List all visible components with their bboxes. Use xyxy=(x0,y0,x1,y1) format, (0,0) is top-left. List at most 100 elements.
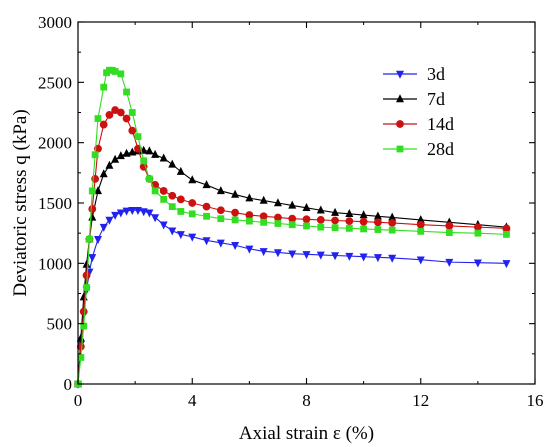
plot-layer xyxy=(74,66,511,389)
data-point-28d xyxy=(317,223,325,231)
data-point-14d xyxy=(288,214,297,223)
x-tick-label: 12 xyxy=(412,391,429,410)
data-point-28d xyxy=(445,229,453,236)
data-point-3d xyxy=(202,237,211,246)
data-point-28d xyxy=(374,226,382,233)
x-tick-label: 8 xyxy=(302,391,311,410)
data-point-28d xyxy=(417,227,425,235)
data-point-28d xyxy=(111,68,119,75)
data-point-28d xyxy=(260,218,268,226)
data-point-14d xyxy=(374,218,382,227)
data-point-3d xyxy=(231,242,240,251)
x-axis-title: Axial strain ε (%) xyxy=(239,423,374,444)
data-point-3d xyxy=(445,258,454,267)
data-point-3d xyxy=(176,231,185,240)
data-point-7d xyxy=(273,198,282,207)
data-point-28d xyxy=(123,88,130,96)
data-point-28d xyxy=(345,224,353,232)
data-point-28d xyxy=(160,195,168,203)
data-point-28d xyxy=(388,226,396,234)
data-point-7d xyxy=(188,175,197,184)
x-tick-label: 0 xyxy=(74,391,83,410)
data-point-14d xyxy=(274,213,282,222)
data-point-3d xyxy=(151,214,160,223)
data-point-28d xyxy=(288,221,296,229)
x-tick-label: 16 xyxy=(527,391,544,410)
data-point-7d xyxy=(82,259,91,268)
data-point-14d xyxy=(76,342,85,351)
data-point-7d xyxy=(116,151,125,160)
data-point-7d xyxy=(122,148,131,157)
data-point-3d xyxy=(502,260,511,269)
data-point-7d xyxy=(111,154,120,163)
data-point-3d xyxy=(331,252,340,261)
legend-marker xyxy=(396,70,404,79)
data-point-28d xyxy=(360,225,368,233)
data-point-14d xyxy=(259,212,268,221)
data-point-3d xyxy=(345,252,354,261)
data-point-7d xyxy=(168,159,177,168)
y-tick-label: 0 xyxy=(64,375,73,394)
data-point-7d xyxy=(359,210,368,219)
data-point-14d xyxy=(82,271,91,280)
data-point-28d xyxy=(146,175,153,183)
data-point-7d xyxy=(145,146,154,155)
data-point-3d xyxy=(416,256,425,265)
series-28d xyxy=(74,66,510,388)
data-point-28d xyxy=(128,109,136,116)
data-point-14d xyxy=(176,195,185,204)
data-point-14d xyxy=(331,216,339,225)
data-point-3d xyxy=(359,253,368,262)
y-tick-label: 1000 xyxy=(38,254,72,273)
data-point-28d xyxy=(151,187,159,195)
x-tick-label: 4 xyxy=(188,391,197,410)
y-tick-label: 1500 xyxy=(38,194,72,213)
data-point-14d xyxy=(99,120,108,129)
data-point-7d xyxy=(316,205,325,214)
data-point-28d xyxy=(94,115,102,122)
data-point-7d xyxy=(331,207,340,216)
data-point-3d xyxy=(473,259,482,268)
data-point-14d xyxy=(88,205,97,213)
data-point-3d xyxy=(88,254,97,263)
legend-label: 14d xyxy=(427,114,454,134)
data-point-7d xyxy=(176,166,185,175)
data-point-14d xyxy=(159,187,168,195)
data-point-28d xyxy=(245,217,253,225)
data-point-14d xyxy=(134,144,142,153)
data-point-3d xyxy=(259,248,268,257)
data-point-28d xyxy=(217,215,225,223)
data-point-3d xyxy=(139,208,148,217)
data-point-14d xyxy=(128,126,137,135)
y-axis-title: Deviatoric stress q (kPa) xyxy=(10,109,31,296)
data-point-3d xyxy=(188,233,197,242)
series-line-3d xyxy=(77,209,507,385)
data-point-7d xyxy=(128,147,137,156)
data-point-7d xyxy=(216,186,225,195)
data-point-3d xyxy=(273,249,282,258)
data-point-3d xyxy=(111,211,120,220)
data-point-28d xyxy=(168,203,176,211)
y-tick-label: 2500 xyxy=(38,73,72,92)
data-point-14d xyxy=(445,222,454,230)
data-point-7d xyxy=(245,193,254,202)
data-point-3d xyxy=(133,207,142,216)
legend-item-7d: 7d xyxy=(383,89,445,109)
data-point-14d xyxy=(231,208,239,217)
data-point-14d xyxy=(245,211,254,219)
data-point-28d xyxy=(117,70,125,78)
y-tick-label: 2000 xyxy=(38,134,72,153)
axis-layer: 0 4 8 12 16 0 500 1000 1500 2000 2500 3000 Axial str… xyxy=(10,13,544,444)
series-line-7d xyxy=(77,149,507,385)
legend-label: 7d xyxy=(427,89,445,109)
data-point-3d xyxy=(316,251,325,260)
data-point-28d xyxy=(83,284,90,291)
series-7d xyxy=(74,145,511,388)
data-point-28d xyxy=(231,216,239,224)
data-point-7d xyxy=(302,203,311,212)
data-point-3d xyxy=(216,239,225,248)
data-point-14d xyxy=(216,206,225,215)
series-14d xyxy=(74,106,511,388)
data-point-14d xyxy=(388,219,397,227)
